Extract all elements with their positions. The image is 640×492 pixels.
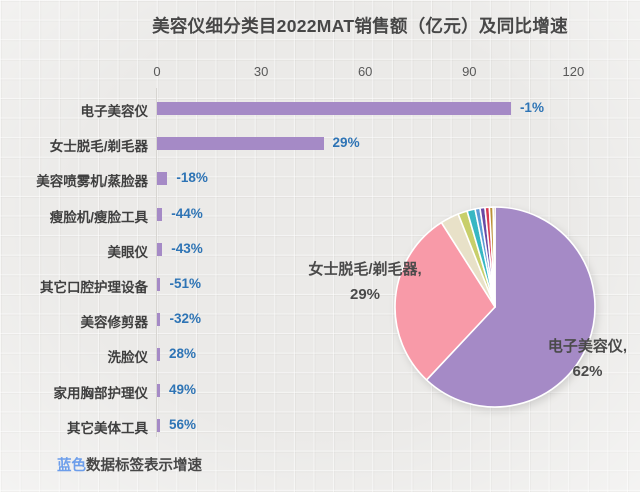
x-axis-tick-label: 120 — [562, 64, 585, 79]
category-label: 瘦脸机/瘦脸工具 — [49, 209, 148, 225]
category-label: 洗脸仪 — [107, 350, 149, 366]
chart-title: 美容仪细分类目2022MAT销售额（亿元）及同比增速 — [152, 16, 568, 36]
growth-value-label: -1% — [519, 100, 544, 115]
category-label: 美容喷雾机/蒸脸器 — [36, 174, 148, 190]
pie-slice — [425, 206, 596, 408]
growth-value-label: 28% — [169, 346, 197, 362]
growth-value-label: -44% — [171, 205, 203, 221]
x-axis-tick-label: 30 — [253, 64, 269, 79]
footnote-text: 数据标签表示增速 — [86, 458, 202, 474]
x-axis-tick-label: 60 — [357, 64, 373, 79]
category-label: 其它口腔护理设备 — [40, 280, 148, 295]
sales-bar — [157, 242, 163, 256]
growth-value-label: -18% — [176, 170, 208, 186]
category-label: 美容修剪器 — [80, 315, 149, 331]
x-axis-tick-label: 0 — [153, 64, 161, 79]
sales-bar — [157, 313, 161, 327]
pie-slice — [492, 206, 496, 308]
category-label: 美眼仪 — [107, 244, 149, 260]
growth-value-label: -43% — [171, 240, 203, 256]
pie-callout-label: 电子美容仪, — [547, 338, 628, 355]
pie-callout-female-shaver: 女士脱毛/剃毛器, 29% — [285, 257, 445, 307]
footnote: 蓝色数据标签表示增速 — [57, 454, 202, 475]
sales-bar — [157, 207, 163, 221]
pie-chart — [394, 206, 596, 408]
growth-value-label: 56% — [169, 416, 197, 432]
x-axis-tick-label: 90 — [462, 64, 477, 79]
category-label: 其它美体工具 — [67, 420, 148, 436]
sales-bar — [157, 278, 161, 291]
footnote-highlight: 蓝色 — [57, 458, 86, 474]
pie-callout-value: 62% — [572, 363, 603, 380]
category-label: 电子美容仪 — [80, 104, 149, 119]
growth-value-label: -32% — [169, 311, 201, 327]
y-axis-line — [156, 88, 157, 437]
sales-bar — [157, 348, 160, 362]
category-label: 女士脱毛/剃毛器 — [49, 139, 148, 155]
pie-callout-label: 女士脱毛/剃毛器, — [308, 261, 422, 278]
pie-callout-electronic-device: 电子美容仪, 62% — [520, 334, 640, 384]
pie-callout-value: 29% — [349, 286, 381, 303]
sales-bar — [157, 418, 160, 432]
sales-bar — [157, 383, 160, 397]
sales-bar — [157, 137, 324, 151]
pie-slice — [394, 221, 496, 381]
sales-bar — [157, 172, 168, 186]
growth-value-label: 29% — [332, 135, 360, 151]
growth-value-label: 49% — [169, 381, 197, 397]
growth-value-label: -51% — [169, 276, 201, 291]
category-label: 家用胸部护理仪 — [53, 385, 149, 401]
sales-bar — [157, 102, 511, 115]
